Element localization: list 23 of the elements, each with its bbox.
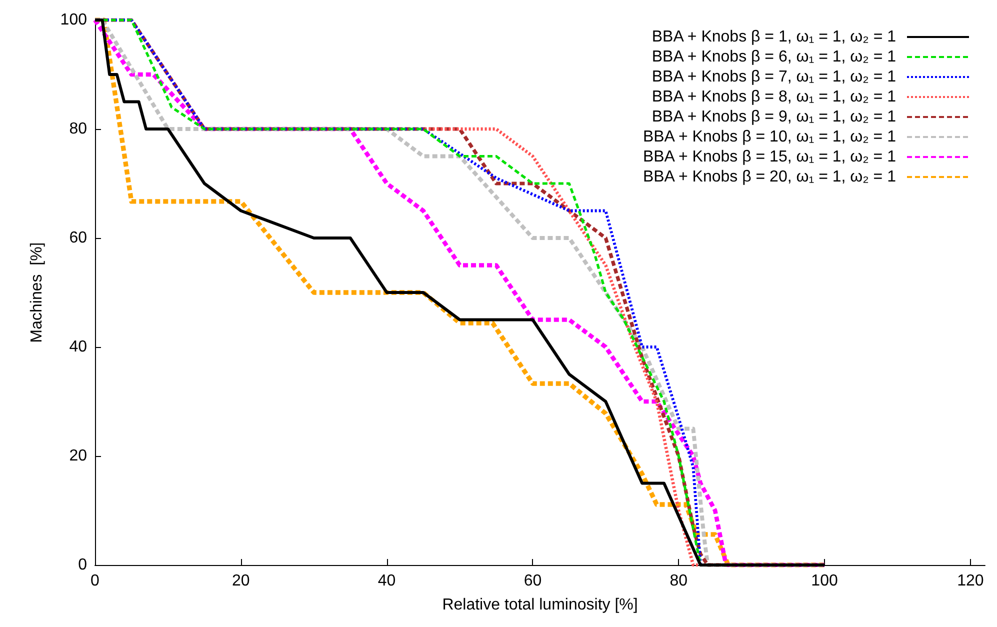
- x-tick-label: 100: [811, 572, 838, 590]
- y-tick-label: 40: [69, 338, 88, 356]
- x-tick-label: 40: [378, 572, 396, 590]
- x-tick-label: 20: [232, 572, 250, 590]
- legend-label: BBA + Knobs β = 1, ω₁ = 1, ω₂ = 1: [652, 28, 896, 46]
- legend-label: BBA + Knobs β = 20, ω₁ = 1, ω₂ = 1: [642, 168, 896, 186]
- legend-label: BBA + Knobs β = 6, ω₁ = 1, ω₂ = 1: [652, 48, 896, 66]
- x-tick-label: 120: [957, 572, 984, 590]
- x-tick-label: 80: [670, 572, 688, 590]
- legend-label: BBA + Knobs β = 9, ω₁ = 1, ω₂ = 1: [652, 108, 896, 126]
- y-tick-label: 100: [60, 12, 88, 28]
- x-axis-title: Relative total luminosity [%]: [442, 596, 638, 614]
- y-axis-title: Machines [%]: [28, 242, 46, 343]
- legend-label: BBA + Knobs β = 10, ω₁ = 1, ω₂ = 1: [642, 128, 896, 146]
- y-tick-label: 0: [78, 556, 88, 574]
- y-tick-label: 80: [69, 120, 88, 138]
- legend-label: BBA + Knobs β = 8, ω₁ = 1, ω₂ = 1: [652, 88, 896, 106]
- y-tick-label: 20: [69, 448, 88, 464]
- x-tick-label: 60: [524, 572, 542, 590]
- x-tick-label: 0: [90, 572, 100, 590]
- legend-label: BBA + Knobs β = 7, ω₁ = 1, ω₂ = 1: [652, 68, 896, 86]
- y-tick-label: 60: [69, 230, 88, 246]
- legend-label: BBA + Knobs β = 15, ω₁ = 1, ω₂ = 1: [642, 148, 896, 166]
